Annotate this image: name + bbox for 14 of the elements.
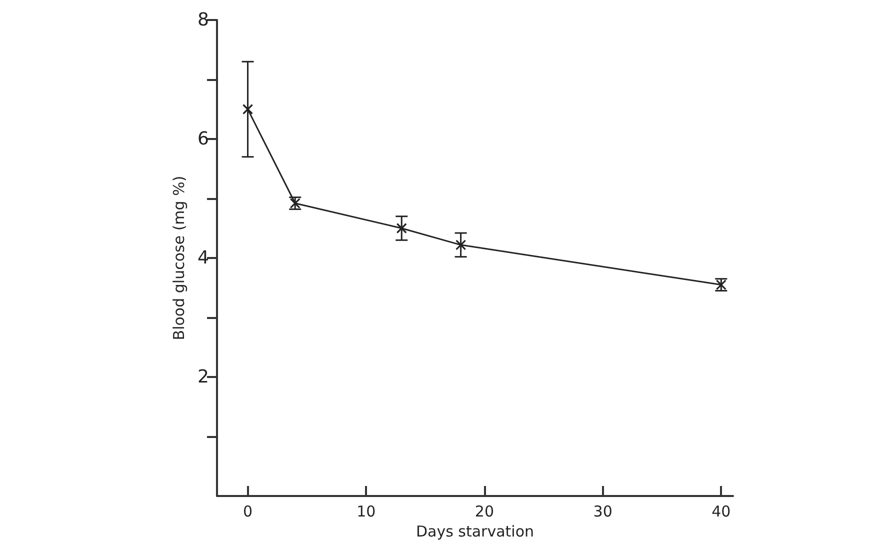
y-axis-title: Blood glucose (mg %)	[170, 176, 188, 340]
point	[396, 222, 407, 234]
y-tick-label: 4	[198, 248, 209, 268]
y-tick-label: 8	[198, 10, 209, 30]
x-tick-label: 10	[356, 502, 376, 520]
point	[456, 240, 466, 250]
x-axis-title: Days starvation	[416, 522, 534, 540]
x-tick-label: 20	[474, 502, 494, 520]
y-tick-label: 6	[198, 128, 209, 150]
x-tick-label: 30	[593, 502, 612, 520]
x-tick-label: 40	[712, 502, 731, 520]
point	[242, 104, 254, 115]
x-tick-label: 0	[242, 502, 253, 520]
y-tick-label: 2	[198, 366, 209, 388]
